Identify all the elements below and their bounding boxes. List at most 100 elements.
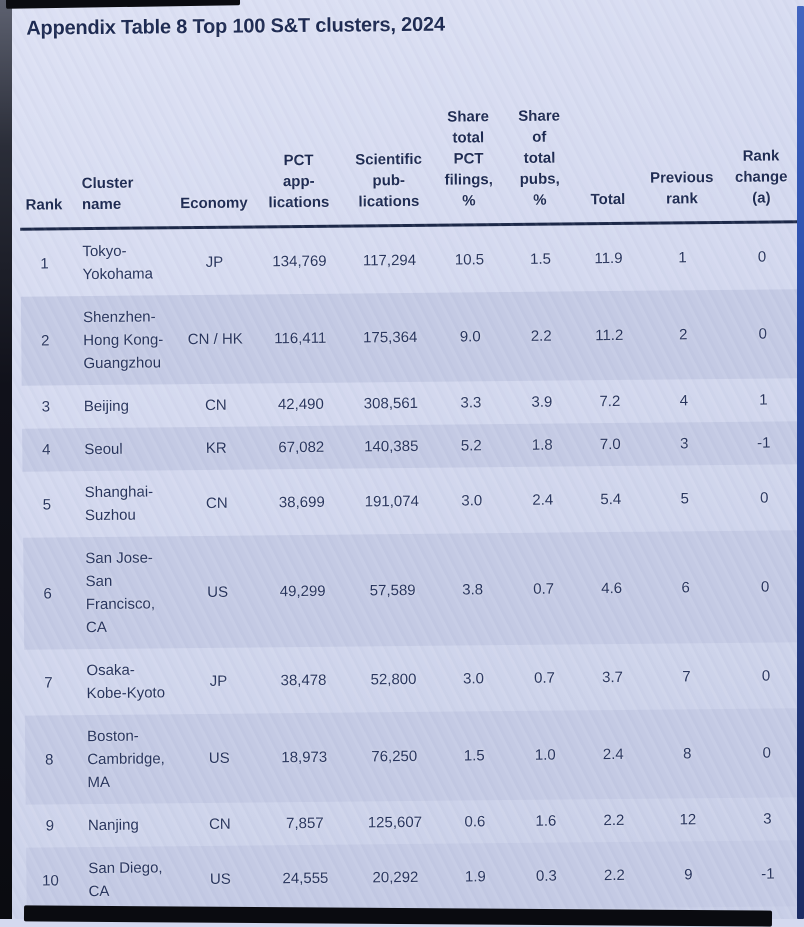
cell-rank: 7 <box>44 673 53 691</box>
cell-economy: CN <box>208 815 231 833</box>
cell-share_pct: 1.9 <box>464 867 486 885</box>
cell-share_pct: 9.0 <box>459 328 481 346</box>
column-header-share_pubs: Share of total pubs, % <box>518 107 561 209</box>
cell-pct_app: 116,411 <box>274 329 327 348</box>
cell-sci_pub: 57,589 <box>369 581 416 599</box>
cell-cluster: Boston- Cambridge, MA <box>86 727 165 792</box>
cell-prev_rank: 7 <box>682 667 691 685</box>
cell-total: 3.7 <box>601 668 624 686</box>
cell-prev_rank: 1 <box>678 248 687 266</box>
cell-sci_pub: 308,561 <box>363 394 419 413</box>
cell-share_pubs: 1.8 <box>531 436 553 454</box>
cell-cluster: Shanghai- Suzhou <box>84 483 154 525</box>
cell-pct_app: 134,769 <box>272 252 327 270</box>
cell-share_pubs: 2.4 <box>532 491 554 509</box>
cell-rank: 1 <box>40 254 49 273</box>
table-header-row: Rank Cluster name Economy PCT app- lication… <box>18 63 800 231</box>
column-header-sci_pub: Scientific pub- lications <box>355 150 422 211</box>
cell-rank: 5 <box>42 495 52 514</box>
cell-rank_change: 0 <box>762 744 771 762</box>
cell-prev_rank: 5 <box>680 489 690 507</box>
cell-rank: 10 <box>42 871 59 890</box>
cell-rank: 6 <box>43 584 52 603</box>
cell-prev_rank: 8 <box>682 745 692 763</box>
cell-rank_change: 1 <box>759 391 768 409</box>
cell-pct_app: 67,082 <box>278 438 325 457</box>
cell-share_pct: 3.0 <box>462 669 485 687</box>
cell-cluster: Osaka- Kobe-Kyoto <box>86 661 166 703</box>
column-header-cluster: Cluster name <box>81 174 134 214</box>
cell-share_pubs: 0.7 <box>533 669 556 687</box>
cell-cluster: Nanjing <box>87 816 139 835</box>
cell-share_pubs: 1.6 <box>535 812 557 830</box>
cell-rank: 8 <box>45 751 54 769</box>
cell-share_pct: 3.3 <box>460 394 482 412</box>
cell-pct_app: 18,973 <box>281 748 328 767</box>
cell-pct_app: 24,555 <box>282 869 329 887</box>
cell-cluster: Seoul <box>84 440 123 459</box>
cell-economy: JP <box>209 672 228 690</box>
cell-economy: US <box>207 583 229 601</box>
cell-rank_change: 0 <box>760 489 769 507</box>
cell-prev_rank: 2 <box>678 326 688 344</box>
cell-cluster: San Jose- San Francisco, CA <box>85 549 156 637</box>
column-header-economy: Economy <box>180 194 248 213</box>
cell-share_pct: 3.8 <box>462 580 484 598</box>
cell-economy: CN / HK <box>187 330 243 349</box>
cell-share_pct: 10.5 <box>454 250 485 269</box>
cell-total: 2.2 <box>603 866 625 884</box>
table-row: 4 Seoul KR 67,082 140,385 5.2 1.8 7.0 3 -1 <box>22 421 802 472</box>
cell-sci_pub: 191,074 <box>364 492 419 510</box>
cell-economy: JP <box>205 253 224 271</box>
cell-rank_change: 0 <box>757 248 767 266</box>
cell-rank_change: 0 <box>760 578 770 596</box>
cell-total: 7.2 <box>599 392 621 411</box>
cell-rank_change: 0 <box>761 667 771 685</box>
cell-share_pubs: 0.7 <box>533 580 555 598</box>
column-header-prev_rank: Previous rank <box>649 169 714 208</box>
cell-sci_pub: 140,385 <box>364 437 419 456</box>
cell-sci_pub: 52,800 <box>370 670 417 688</box>
cell-prev_rank: 4 <box>679 392 689 410</box>
cell-sci_pub: 20,292 <box>372 868 419 886</box>
cell-total: 7.0 <box>599 435 621 454</box>
table-row: 7 Osaka- Kobe-Kyoto JP 38,478 52,800 3.0 0.7 3.… <box>24 642 804 715</box>
cell-prev_rank: 3 <box>680 435 689 453</box>
screen-content: Appendix Table 8 Top 100 S&T clusters, 2… <box>14 0 804 914</box>
table-row: 3 Beijing CN 42,490 308,561 3.3 3.9 7.2 4 1 <box>22 378 801 428</box>
table-row: 9 Nanjing CN 7,857 125,607 0.6 1.6 2.2 12 3 <box>26 797 804 847</box>
cell-economy: US <box>209 870 231 888</box>
cell-total: 11.9 <box>594 249 623 267</box>
cell-pct_app: 42,490 <box>277 395 324 414</box>
cell-sci_pub: 76,250 <box>371 747 418 766</box>
cell-pct_app: 7,857 <box>286 814 324 833</box>
table-row: 8 Boston- Cambridge, MA US 18,973 76,250 1.5 1… <box>24 708 804 805</box>
column-header-pct_app: PCT app- lications <box>268 151 330 212</box>
table-body: 1 Tokyo- Yokohama JP 134,769 117,294 10.5 1.5 1… <box>20 223 804 914</box>
cell-total: 2.2 <box>603 811 625 830</box>
table-row: 10 San Diego, CA US 24,555 20,292 1.9 0.3 2.2 9 -… <box>26 840 804 914</box>
cell-rank: 4 <box>42 441 51 459</box>
cell-share_pct: 0.6 <box>464 813 486 831</box>
cell-prev_rank: 9 <box>684 865 693 883</box>
cell-sci_pub: 125,607 <box>367 813 423 832</box>
cell-cluster: San Diego, CA <box>88 859 163 901</box>
clusters-table: Rank Cluster name Economy PCT app- lication… <box>18 63 804 914</box>
page-title: Appendix Table 8 Top 100 S&T clusters, 2… <box>26 13 445 40</box>
cell-total: 2.4 <box>602 745 624 764</box>
cell-prev_rank: 12 <box>679 811 697 829</box>
cell-rank_change: -1 <box>761 864 775 883</box>
cell-total: 11.2 <box>595 326 624 345</box>
photo-edge-right <box>797 6 804 919</box>
cell-rank: 2 <box>41 332 50 350</box>
cell-share_pct: 1.5 <box>463 747 485 765</box>
cell-cluster: Tokyo- Yokohama <box>82 242 154 284</box>
cell-rank_change: 0 <box>758 325 767 343</box>
cell-share_pct: 3.0 <box>461 491 483 509</box>
cell-total: 5.4 <box>600 490 622 508</box>
cell-cluster: Shenzhen- Hong Kong- Guangzhou <box>82 308 164 373</box>
column-header-rank: Rank <box>25 196 63 214</box>
cell-share_pubs: 3.9 <box>531 393 553 411</box>
table-row: 2 Shenzhen- Hong Kong- Guangzhou CN / HK 11… <box>20 289 801 386</box>
cell-cluster: Beijing <box>83 397 129 416</box>
